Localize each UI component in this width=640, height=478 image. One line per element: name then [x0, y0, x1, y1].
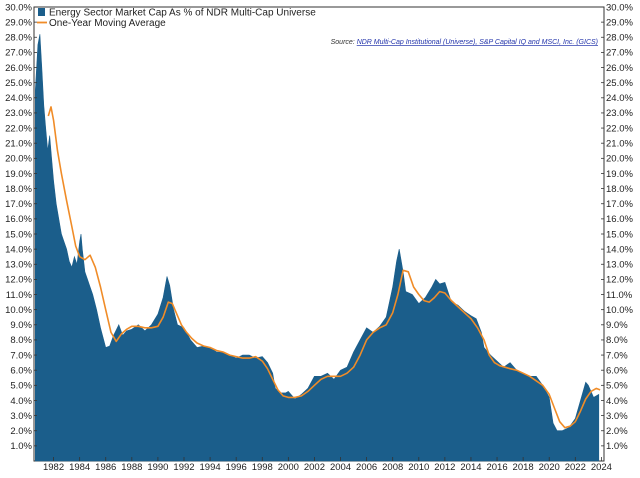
y-tick-label-left: 17.0%: [5, 199, 32, 210]
x-tick-label: 2002: [304, 462, 325, 473]
series-area-energy-market-cap: [35, 34, 600, 462]
y-tick-label-left: 1.0%: [10, 441, 32, 452]
source-note: Source: NDR Multi-Cap Institutional (Uni…: [331, 39, 598, 46]
area-layer: [35, 34, 600, 462]
x-tick-label: 1994: [200, 462, 221, 473]
y-tick-label-left: 4.0%: [10, 396, 32, 407]
x-tick-label: 2024: [591, 462, 612, 473]
y-tick-label-left: 29.0%: [5, 17, 32, 28]
y-tick-label-left: 23.0%: [5, 108, 32, 119]
y-tick-label-left: 3.0%: [10, 411, 32, 422]
x-tick-label: 2014: [460, 462, 481, 473]
source-line: Source: NDR Multi-Cap Institutional (Uni…: [331, 39, 598, 46]
x-tick-label: 1982: [43, 462, 64, 473]
x-tick-label: 2020: [539, 462, 560, 473]
y-tick-label-right: 11.0%: [606, 290, 633, 301]
y-tick-label-left: 24.0%: [5, 93, 32, 104]
x-tick-label: 2008: [382, 462, 403, 473]
y-tick-label-left: 19.0%: [5, 169, 32, 180]
y-tick-label-right: 20.0%: [606, 154, 633, 165]
x-tick-label: 2018: [513, 462, 534, 473]
x-tick-label: 1998: [252, 462, 273, 473]
x-tick-label: 2012: [434, 462, 455, 473]
y-tick-label-right: 22.0%: [606, 123, 633, 134]
legend-swatch-area: [38, 8, 45, 16]
y-tick-label-left: 22.0%: [5, 123, 32, 134]
y-tick-label-left: 11.0%: [6, 290, 33, 301]
y-tick-label-right: 26.0%: [606, 63, 633, 74]
y-tick-label-left: 14.0%: [5, 244, 32, 255]
y-tick-label-left: 20.0%: [5, 154, 32, 165]
y-tick-label-right: 5.0%: [606, 381, 628, 392]
y-tick-label-right: 1.0%: [606, 441, 628, 452]
x-tick-label: 2004: [330, 462, 351, 473]
y-tick-label-right: 25.0%: [606, 78, 633, 89]
y-tick-label-right: 2.0%: [606, 426, 628, 437]
y-tick-label-left: 2.0%: [10, 426, 32, 437]
y-tick-label-right: 7.0%: [606, 350, 628, 361]
y-tick-label-left: 7.0%: [10, 350, 32, 361]
x-tick-label: 1986: [95, 462, 116, 473]
x-tick-label: 1988: [121, 462, 142, 473]
x-tick-label: 1984: [69, 462, 90, 473]
y-tick-label-right: 24.0%: [606, 93, 633, 104]
x-axis: 1982 1984 1986 1988 1990 1992 1994 1996 1998 2000…: [43, 457, 612, 473]
legend: Energy Sector Market Cap As % of NDR Mul…: [37, 8, 316, 29]
y-tick-label-right: 19.0%: [606, 169, 633, 180]
y-tick-label-left: 21.0%: [5, 139, 32, 150]
x-tick-label: 2010: [408, 462, 429, 473]
y-tick-label-right: 29.0%: [606, 17, 633, 28]
y-tick-label-left: 9.0%: [10, 320, 32, 331]
y-tick-label-left: 26.0%: [5, 63, 32, 74]
x-tick-label: 2006: [356, 462, 377, 473]
line-layer: [47, 106, 601, 429]
y-tick-label-right: 3.0%: [606, 411, 628, 422]
y-tick-label-left: 6.0%: [10, 366, 32, 377]
x-tick-label: 1996: [226, 462, 247, 473]
y-tick-label-right: 30.0%: [606, 2, 633, 13]
y-tick-label-right: 15.0%: [606, 229, 633, 240]
x-tick-label: 2022: [565, 462, 586, 473]
y-axis-left: 1.0% 2.0% 3.0% 4.0% 5.0% 6.0% 7.0% 8.0% 9.0% 10.0…: [5, 2, 37, 452]
y-tick-label-right: 14.0%: [606, 244, 633, 255]
y-axis-right: 1.0% 2.0% 3.0% 4.0% 5.0% 6.0% 7.0% 8.0% 9.0% 10.0…: [601, 2, 633, 452]
x-tick-label: 1990: [147, 462, 168, 473]
y-tick-label-left: 18.0%: [5, 184, 32, 195]
y-tick-label-right: 21.0%: [606, 139, 633, 150]
y-tick-label-right: 12.0%: [606, 275, 633, 286]
y-tick-label-right: 23.0%: [606, 108, 633, 119]
source-link[interactable]: NDR Multi-Cap Institutional (Universe), …: [357, 39, 598, 46]
y-tick-label-left: 13.0%: [5, 260, 32, 271]
y-tick-label-right: 10.0%: [606, 305, 633, 316]
y-tick-label-left: 15.0%: [5, 229, 32, 240]
y-tick-label-right: 17.0%: [606, 199, 633, 210]
y-tick-label-left: 8.0%: [10, 335, 32, 346]
y-tick-label-right: 6.0%: [606, 366, 628, 377]
y-tick-label-left: 27.0%: [5, 48, 32, 59]
y-tick-label-right: 9.0%: [606, 320, 628, 331]
y-tick-label-left: 28.0%: [5, 33, 32, 44]
y-tick-label-right: 4.0%: [606, 396, 628, 407]
legend-label-line: One-Year Moving Average: [49, 18, 166, 29]
y-tick-label-left: 5.0%: [10, 381, 32, 392]
y-tick-label-right: 8.0%: [606, 335, 628, 346]
legend-label-area: Energy Sector Market Cap As % of NDR Mul…: [49, 8, 316, 19]
y-tick-label-right: 16.0%: [606, 214, 633, 225]
y-tick-label-left: 10.0%: [5, 305, 32, 316]
y-tick-label-left: 25.0%: [5, 78, 32, 89]
y-tick-label-left: 16.0%: [5, 214, 32, 225]
y-tick-label-right: 27.0%: [606, 48, 633, 59]
y-tick-label-right: 13.0%: [606, 260, 633, 271]
y-tick-label-left: 30.0%: [5, 2, 32, 13]
x-tick-label: 2000: [278, 462, 299, 473]
x-tick-label: 2016: [486, 462, 507, 473]
y-tick-label-right: 28.0%: [606, 33, 633, 44]
y-tick-label-right: 18.0%: [606, 184, 633, 195]
source-label: Source:: [331, 39, 357, 46]
y-tick-label-left: 12.0%: [5, 275, 32, 286]
series-line-moving-average: [47, 106, 601, 429]
x-tick-label: 1992: [173, 462, 194, 473]
